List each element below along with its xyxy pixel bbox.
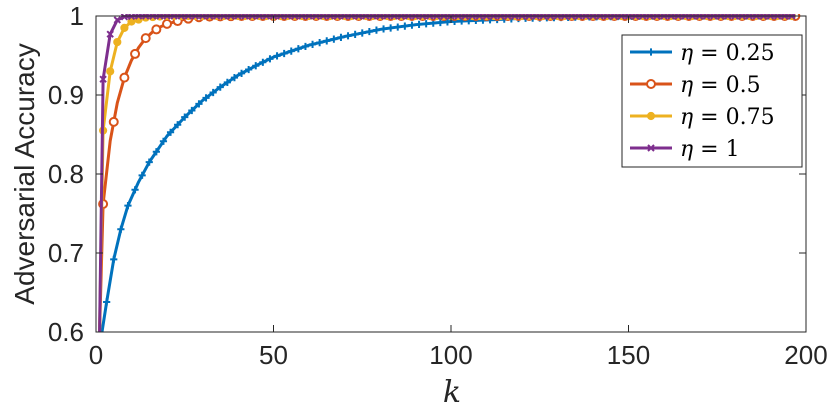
legend-eta-symbol: η [680,105,693,130]
data-point [145,158,153,166]
legend-eta-value: = 0.75 [693,105,774,130]
data-point [120,14,129,21]
data-point [436,18,444,27]
data-point [408,21,416,29]
data-point [113,16,122,24]
data-point [162,18,172,29]
data-point [223,78,231,86]
legend-marker [647,48,655,56]
legend-eta-value: = 0.25 [693,41,774,66]
data-point [337,33,345,42]
ticks-layer: 0 50 100 150 200 0.6 0.7 0.8 0.9 1 [48,1,828,370]
data-point [106,30,114,38]
legend-eta-value: = 1 [693,137,739,162]
data-point [99,75,107,83]
y-tick-label: 0.6 [48,317,84,347]
data-point [120,23,129,32]
x-tick-label: 100 [429,340,472,370]
y-axis-label: Adversarial Accuracy [9,43,40,304]
x-tick-label: 50 [259,340,288,370]
data-point [351,30,359,39]
legend-marker [647,144,655,152]
data-point [174,121,182,129]
legend-label: η = 0.25 [680,41,775,66]
data-point [401,22,409,30]
data-point [216,83,224,91]
data-point [379,25,388,33]
y-tick-label: 0.9 [48,80,84,110]
legend-eta-symbol: η [680,73,693,98]
data-point [103,298,111,306]
data-point [280,49,288,58]
legend-item: η = 1 [630,137,740,162]
data-point [113,37,122,47]
data-point [140,33,151,44]
data-point [188,106,196,115]
data-point [130,48,141,59]
data-point [108,116,119,127]
data-point [344,32,352,40]
y-tick-label: 1 [70,1,84,31]
data-point [159,137,168,145]
data-point [152,148,160,156]
data-point [110,255,118,263]
data-point [202,94,210,102]
legend: η = 0.25η = 0.5η = 0.75η = 1 [621,34,803,168]
data-point [316,39,324,47]
data-point [387,24,395,32]
data-point [124,202,132,210]
data-point [266,55,274,63]
data-point [365,27,373,36]
legend-eta-value: = 0.5 [693,73,760,98]
data-point [273,52,281,60]
x-tick-label: 200 [784,340,827,370]
x-tick-label: 0 [89,340,103,370]
data-point [422,20,430,28]
data-point [415,20,423,28]
data-point [181,113,189,121]
legend-item: η = 0.25 [630,41,775,66]
data-point [259,58,267,66]
data-point [209,88,217,97]
data-point [301,42,310,51]
legend-label: η = 0.5 [680,73,761,98]
data-point [372,26,381,34]
legend-label: η = 0.75 [680,105,775,130]
data-point [294,45,302,53]
data-point [166,128,175,136]
legend-marker [646,79,656,89]
data-point [106,67,115,76]
x-tick-label: 150 [607,340,650,370]
data-point [151,24,162,35]
legend-marker [646,111,656,121]
data-point [308,40,317,48]
data-point [323,37,331,45]
data-point [131,186,139,194]
data-point [358,29,366,37]
legend-eta-symbol: η [680,137,693,162]
data-point [287,47,295,55]
data-point [252,62,260,70]
legend-label: η = 1 [680,137,740,162]
data-point [138,171,146,179]
data-point [230,74,239,82]
legend-box [621,34,803,168]
data-point [245,65,253,74]
x-axis-label: k [443,375,461,410]
legend-item: η = 0.5 [630,73,761,98]
y-tick-label: 0.7 [48,238,84,268]
legend-eta-symbol: η [680,41,693,66]
data-point [195,100,203,108]
data-point [119,72,130,83]
legend-item: η = 0.75 [630,105,775,130]
data-point [394,23,402,31]
y-tick-label: 0.8 [48,159,84,189]
data-point [237,69,246,77]
data-point [117,225,125,233]
data-point [330,35,338,43]
